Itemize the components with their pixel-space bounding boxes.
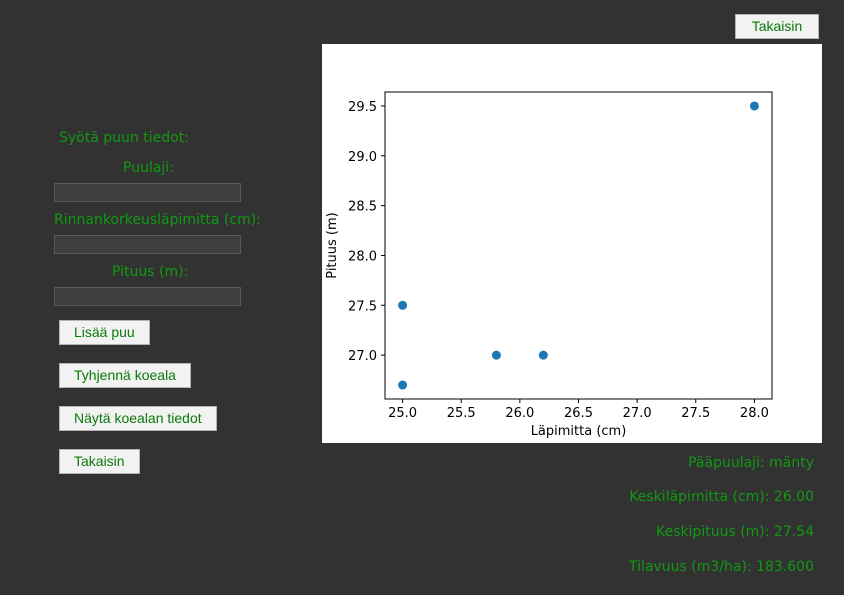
- add-tree-button[interactable]: Lisää puu: [59, 320, 150, 345]
- data-point: [398, 380, 408, 390]
- height-input[interactable]: [54, 287, 241, 306]
- top-back-button[interactable]: Takaisin: [735, 14, 819, 39]
- data-point: [491, 350, 501, 360]
- x-tick-label: 27.5: [681, 406, 710, 421]
- clear-plot-button[interactable]: Tyhjennä koeala: [59, 363, 191, 388]
- y-tick-label: 28.0: [348, 249, 377, 264]
- scatter-chart-panel: 25.0 25.5 26.0 26.5 27.0 27.5 28.0 27.0 27.5 28.0…: [322, 44, 822, 443]
- scatter-chart: 25.0 25.5 26.0 26.5 27.0 27.5 28.0 27.0 27.5 28.0…: [325, 91, 773, 439]
- y-tick-label: 29.0: [348, 150, 377, 165]
- data-point: [538, 350, 548, 360]
- mean-height-stat: Keskipituus (m): 27.54: [656, 524, 814, 540]
- diameter-label: Rinnankorkeusläpimitta (cm):: [54, 212, 261, 228]
- x-tick-label: 26.0: [505, 406, 534, 421]
- y-tick-label: 29.5: [348, 100, 377, 115]
- species-input[interactable]: [54, 183, 241, 202]
- x-tick-label: 27.0: [623, 406, 652, 421]
- show-plot-info-button[interactable]: Näytä koealan tiedot: [59, 406, 217, 431]
- x-tick-label: 26.5: [564, 406, 593, 421]
- height-label: Pituus (m):: [112, 264, 189, 280]
- form-heading: Syötä puun tiedot:: [59, 130, 189, 146]
- y-tick-label: 27.5: [348, 299, 377, 314]
- volume-stat: Tilavuus (m3/ha): 183.600: [629, 559, 814, 575]
- plot-area-frame: [384, 91, 773, 400]
- back-button[interactable]: Takaisin: [59, 449, 140, 474]
- data-point: [398, 300, 408, 310]
- x-tick-label: 25.0: [388, 406, 417, 421]
- species-label: Puulaji:: [123, 160, 174, 176]
- data-point: [749, 101, 759, 111]
- mean-diameter-stat: Keskiläpimitta (cm): 26.00: [629, 489, 814, 505]
- y-tick-label: 27.0: [348, 349, 377, 364]
- y-axis-label: Pituus (m): [325, 212, 340, 278]
- y-tick-label: 28.5: [348, 200, 377, 215]
- diameter-input[interactable]: [54, 235, 241, 254]
- x-tick-label: 28.0: [740, 406, 769, 421]
- main-species-stat: Pääpuulaji: mänty: [688, 455, 814, 471]
- x-tick-label: 25.5: [447, 406, 476, 421]
- x-axis-label: Läpimitta (cm): [531, 424, 627, 439]
